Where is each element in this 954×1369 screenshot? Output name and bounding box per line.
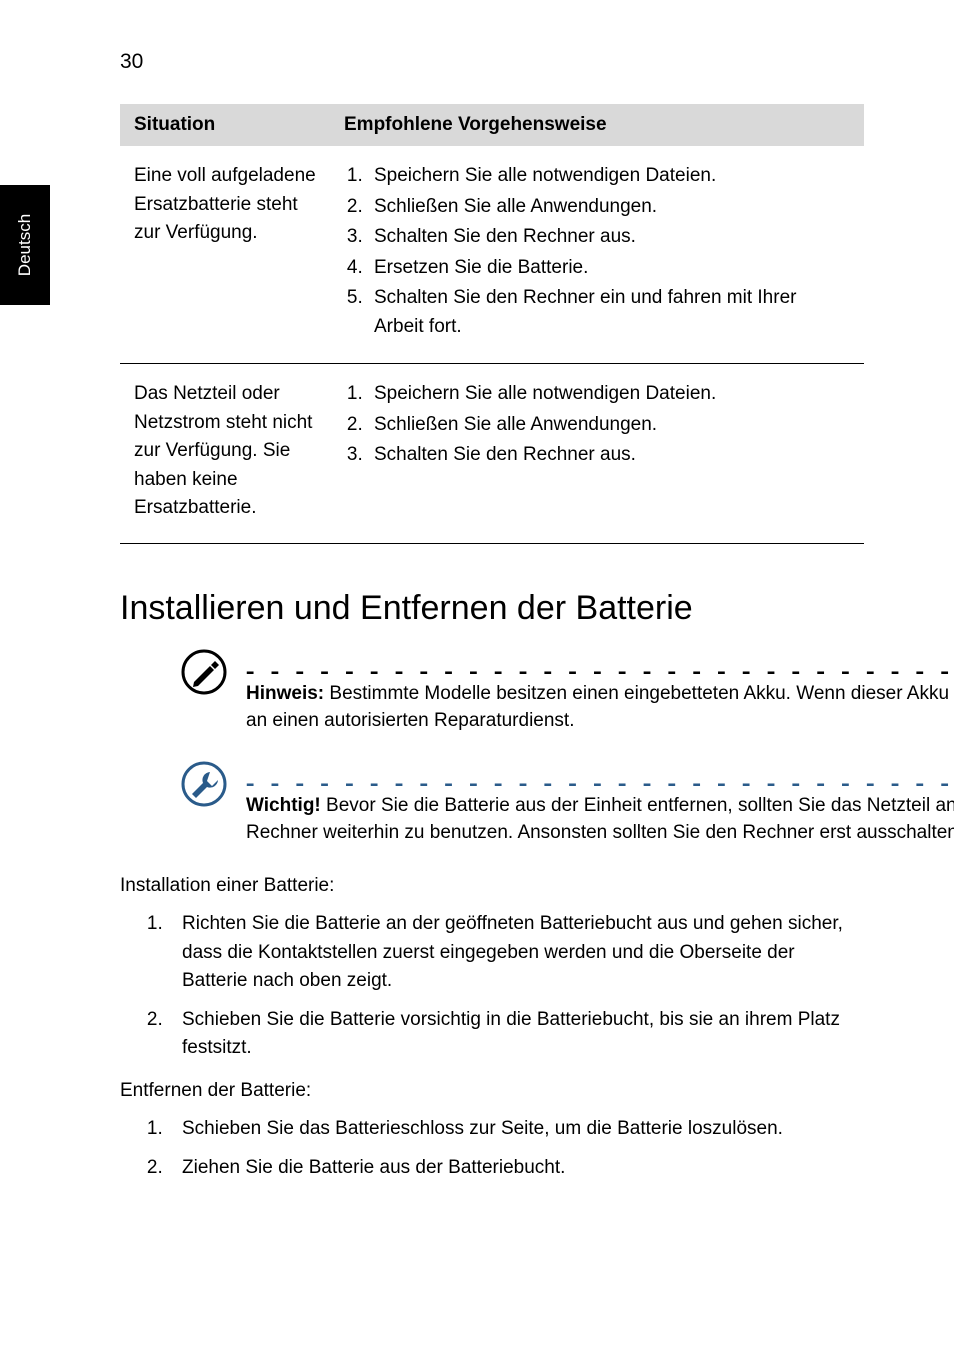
remove-intro: Entfernen der Batterie: [120, 1077, 864, 1106]
install-steps-list: Richten Sie die Batterie an der geöffnet… [120, 910, 864, 1063]
cell-situation: Das Netzteil oder Netzstrom steht nicht … [120, 364, 330, 544]
note-callout: ■ ■ ■ ■ ■ ■ ■ ■ ■ ■ ■ ■ ■ ■ ■ ■ ■ ■ ■ ■ … [180, 648, 864, 735]
step-item: Schalten Sie den Rechner ein und fahren … [368, 284, 850, 341]
page-number: 30 [120, 50, 864, 74]
list-item: Ziehen Sie die Batterie aus der Batterie… [168, 1154, 864, 1183]
step-item: Speichern Sie alle notwendigen Dateien. [368, 162, 850, 191]
important-callout: ■ ■ ■ ■ ■ ■ ■ ■ ■ ■ ■ ■ ■ ■ ■ ■ ■ ■ ■ ■ … [180, 760, 864, 847]
step-item: Schließen Sie alle Anwendungen. [368, 411, 850, 440]
step-item: Schalten Sie den Rechner aus. [368, 223, 850, 252]
note-dash-line: ■ ■ ■ ■ ■ ■ ■ ■ ■ ■ ■ ■ ■ ■ ■ ■ ■ ■ ■ ■ … [246, 666, 954, 674]
cell-situation: Eine voll aufgeladene Ersatzbatterie ste… [120, 146, 330, 364]
list-item: Richten Sie die Batterie an der geöffnet… [168, 910, 864, 996]
important-text: Wichtig! Bevor Sie die Batterie aus der … [246, 792, 954, 847]
step-item: Speichern Sie alle notwendigen Dateien. [368, 380, 850, 409]
table-row: Das Netzteil oder Netzstrom steht nicht … [120, 364, 864, 544]
wrench-important-icon [180, 760, 228, 808]
language-tab: Deutsch [0, 185, 50, 305]
step-item: Schließen Sie alle Anwendungen. [368, 193, 850, 222]
language-tab-label: Deutsch [15, 214, 35, 276]
important-dash-line: ■ ■ ■ ■ ■ ■ ■ ■ ■ ■ ■ ■ ■ ■ ■ ■ ■ ■ ■ ■ … [246, 778, 954, 786]
situation-table: Situation Empfohlene Vorgehensweise Eine… [120, 104, 864, 544]
table-row: Eine voll aufgeladene Ersatzbatterie ste… [120, 146, 864, 364]
cell-steps: Speichern Sie alle notwendigen Dateien. … [330, 364, 864, 544]
table-header-action: Empfohlene Vorgehensweise [330, 104, 864, 146]
list-item: Schieben Sie das Batterieschloss zur Sei… [168, 1115, 864, 1144]
section-heading: Installieren und Entfernen der Batterie [120, 589, 864, 628]
install-intro: Installation einer Batterie: [120, 872, 864, 901]
table-header-situation: Situation [120, 104, 330, 146]
remove-steps-list: Schieben Sie das Batterieschloss zur Sei… [120, 1115, 864, 1182]
list-item: Schieben Sie die Batterie vorsichtig in … [168, 1006, 864, 1063]
step-item: Ersetzen Sie die Batterie. [368, 254, 850, 283]
pen-note-icon [180, 648, 228, 696]
cell-steps: Speichern Sie alle notwendigen Dateien. … [330, 146, 864, 364]
note-text: Hinweis: Bestimmte Modelle besitzen eine… [246, 680, 954, 735]
step-item: Schalten Sie den Rechner aus. [368, 441, 850, 470]
